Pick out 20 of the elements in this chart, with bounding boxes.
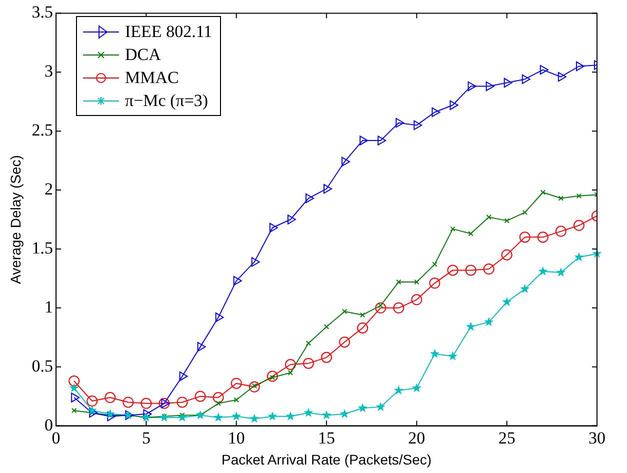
y-tick-label: 1.5 bbox=[32, 238, 54, 258]
legend-label: DCA bbox=[125, 44, 161, 66]
legend-label: π−Mc (π=3) bbox=[125, 90, 208, 112]
y-tick-label: 3 bbox=[44, 62, 54, 81]
x-tick-label: 25 bbox=[498, 428, 516, 448]
y-tick-label: 0.5 bbox=[32, 356, 54, 376]
x-tick-label: 15 bbox=[318, 428, 336, 448]
y-tick-label: 1 bbox=[44, 297, 54, 316]
y-axis-title: Average Delay (Sec) bbox=[7, 155, 24, 284]
x-tick-label: 20 bbox=[408, 428, 426, 448]
y-tick-label: 0 bbox=[44, 415, 54, 434]
y-tick-label: 3.5 bbox=[32, 2, 54, 22]
x-tick-label: 10 bbox=[228, 428, 245, 448]
y-tick-label: 2.5 bbox=[32, 120, 54, 140]
x-tick-label: 30 bbox=[588, 428, 606, 448]
legend-label: IEEE 802.11 bbox=[125, 21, 212, 43]
x-axis-title: Packet Arrival Rate (Packets/Sec) bbox=[221, 451, 432, 468]
y-tick-label: 2 bbox=[44, 179, 54, 198]
legend-label: MMAC bbox=[125, 67, 179, 89]
x-tick-label: 5 bbox=[142, 428, 150, 448]
